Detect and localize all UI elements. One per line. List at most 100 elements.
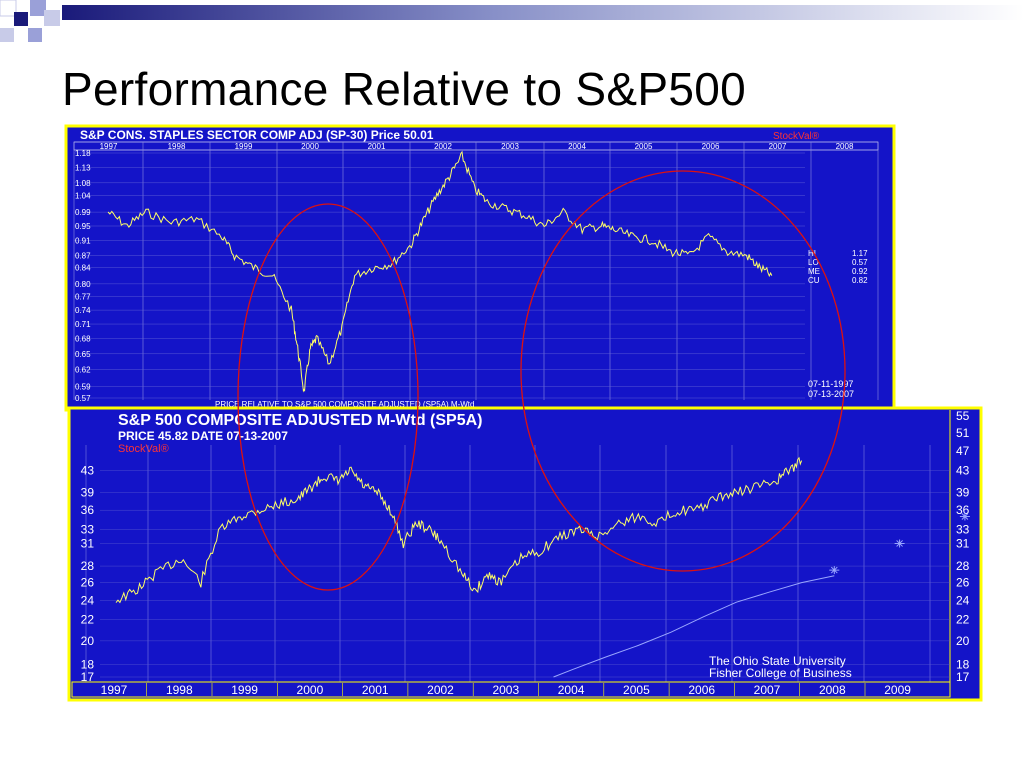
top-y-tick-label: 0.87 (75, 252, 91, 261)
bottom-y-tick-right: 28 (956, 559, 970, 573)
credit-line-1: The Ohio State University (709, 654, 846, 668)
bottom-y-tick-right: 17 (956, 670, 970, 684)
top-chart-title: S&P CONS. STAPLES SECTOR COMP ADJ (SP-30… (80, 128, 434, 142)
bottom-y-tick-left: 24 (81, 593, 95, 607)
top-x-tick-label: 2008 (836, 142, 854, 151)
top-y-tick-label: 0.84 (75, 263, 91, 272)
top-y-tick-label: 0.65 (75, 350, 91, 359)
top-x-tick-label: 2006 (702, 142, 720, 151)
stat-label-cu: CU (808, 276, 820, 285)
bottom-chart-watermark: StockVal® (118, 443, 169, 455)
stat-value-lo: 0.57 (852, 258, 868, 267)
date-range-end: 07-13-2007 (808, 389, 854, 399)
bottom-y-tick-left: 36 (81, 503, 95, 517)
bottom-y-tick-left: 18 (81, 657, 95, 671)
top-x-tick-label: 1999 (235, 142, 253, 151)
top-chart-watermark: StockVal® (773, 131, 820, 142)
projection-marker (959, 512, 970, 521)
stat-value-hi: 1.17 (852, 249, 868, 258)
top-x-tick-label: 1997 (100, 142, 118, 151)
bottom-y-tick-right: 18 (956, 657, 970, 671)
stat-label-lo: LO (808, 258, 819, 267)
top-y-tick-label: 0.91 (75, 236, 91, 245)
bottom-y-tick-right: 26 (956, 576, 970, 590)
bottom-y-tick-right: 43 (956, 464, 970, 478)
stat-label-hi: HI (808, 249, 816, 258)
bottom-x-tick-label: 2007 (754, 683, 781, 697)
top-chart-frame (64, 124, 896, 412)
top-y-tick-label: 1.18 (75, 149, 91, 158)
bottom-y-tick-right: 47 (956, 444, 970, 458)
header-square-5 (28, 28, 42, 42)
bottom-y-tick-right: 31 (956, 536, 970, 550)
header-gradient-band (62, 5, 1024, 20)
bottom-y-tick-right: 24 (956, 593, 970, 607)
stat-label-me: ME (808, 267, 820, 276)
bottom-y-tick-right: 51 (956, 426, 970, 440)
top-y-tick-label: 0.74 (75, 306, 91, 315)
bottom-y-tick-left: 43 (81, 464, 95, 478)
bottom-y-tick-left: 39 (81, 485, 95, 499)
header-square-3 (30, 0, 46, 16)
bottom-x-tick-label: 2000 (297, 683, 324, 697)
top-chart-subtitle: PRICE RELATIVE TO S&P 500 COMPOSITE ADJU… (215, 400, 474, 409)
bottom-x-tick-label: 2008 (819, 683, 846, 697)
top-x-tick-label: 2005 (635, 142, 653, 151)
bottom-y-tick-right: 39 (956, 485, 970, 499)
bottom-y-tick-right: 36 (956, 503, 970, 517)
sp500-price-line (115, 456, 803, 604)
bottom-y-tick-left: 28 (81, 559, 95, 573)
top-x-tick-label: 2004 (568, 142, 586, 151)
bottom-x-tick-label: 2006 (688, 683, 715, 697)
bottom-year-strip (71, 681, 951, 698)
bottom-chart-title: S&P 500 COMPOSITE ADJUSTED M-Wtd (SP5A) (118, 412, 483, 429)
bottom-x-tick-label: 2005 (623, 683, 650, 697)
bottom-y-tick-right: 22 (956, 613, 970, 627)
bottom-y-tick-right: 55 (956, 409, 970, 423)
bottom-x-tick-label: 2004 (558, 683, 585, 697)
page-title: Performance Relative to S&P500 (62, 63, 747, 115)
bottom-y-tick-left: 20 (81, 634, 95, 648)
date-range-start: 07-11-1997 (808, 379, 853, 389)
projection-marker (894, 539, 905, 548)
top-x-tick-label: 2002 (434, 142, 452, 151)
sp500-price-chart: S&P 500 COMPOSITE ADJUSTED M-Wtd (SP5A) … (67, 406, 983, 702)
bottom-y-tick-left: 26 (81, 576, 95, 590)
bottom-chart-price: PRICE 45.82 DATE 07-13-2007 (118, 429, 288, 443)
highlight-ellipse-2000 (237, 203, 419, 591)
header-decoration (0, 0, 1024, 42)
top-x-tick-label: 2007 (769, 142, 787, 151)
bottom-y-tick-left: 22 (81, 613, 95, 627)
bottom-x-tick-label: 2002 (427, 683, 454, 697)
top-x-tick-label: 2000 (301, 142, 319, 151)
top-x-tick-label: 2001 (368, 142, 386, 151)
stat-value-me: 0.92 (852, 267, 868, 276)
index-secondary-line (553, 575, 835, 678)
bottom-x-tick-label: 1999 (231, 683, 258, 697)
top-y-tick-label: 0.77 (75, 293, 91, 302)
top-y-tick-label: 1.13 (75, 164, 91, 173)
top-y-tick-label: 0.95 (75, 222, 91, 231)
top-y-tick-label: 0.59 (75, 382, 91, 391)
credit-line-2: Fisher College of Business (709, 666, 852, 680)
bottom-y-tick-right: 33 (956, 523, 970, 537)
top-x-tick-label: 2003 (501, 142, 519, 151)
header-square-1 (0, 0, 17, 17)
bottom-x-tick-label: 2009 (884, 683, 911, 697)
bottom-y-tick-left: 31 (81, 536, 95, 550)
top-y-tick-label: 0.62 (75, 366, 91, 375)
relative-performance-chart: S&P CONS. STAPLES SECTOR COMP ADJ (SP-30… (64, 124, 896, 412)
stat-value-cu: 0.82 (852, 276, 868, 285)
relative-performance-line (107, 150, 773, 393)
top-x-tick-label: 1998 (168, 142, 186, 151)
top-y-tick-label: 0.80 (75, 280, 91, 289)
header-square-6 (0, 28, 14, 42)
top-y-tick-label: 1.04 (75, 192, 91, 201)
highlight-ellipse-2004-2007 (520, 170, 846, 572)
top-y-tick-label: 0.57 (75, 394, 91, 403)
top-y-tick-label: 0.68 (75, 335, 91, 344)
bottom-x-tick-label: 1998 (166, 683, 193, 697)
bottom-y-tick-left: 17 (81, 670, 95, 684)
bottom-x-tick-label: 2003 (492, 683, 519, 697)
